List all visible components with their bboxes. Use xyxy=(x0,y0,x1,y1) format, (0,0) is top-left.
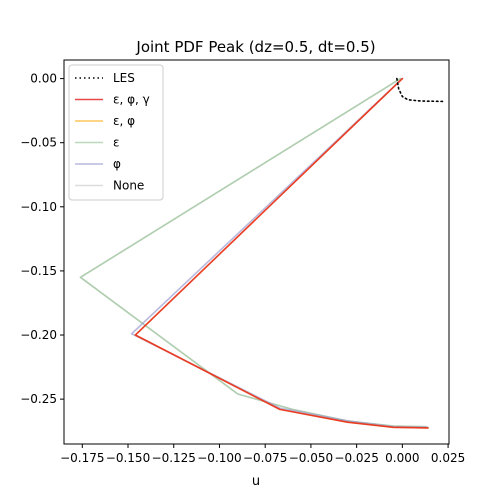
series-line-1 xyxy=(134,77,429,429)
x-tick-label: −0.075 xyxy=(243,451,287,465)
x-tick-label: −0.150 xyxy=(106,451,150,465)
x-tick-label: −0.125 xyxy=(152,451,196,465)
x-tick-label: 0.025 xyxy=(431,451,465,465)
plot-frame xyxy=(63,59,450,445)
series-line-0 xyxy=(396,77,444,103)
x-tick-label: −0.025 xyxy=(334,451,378,465)
series-layer xyxy=(79,77,444,429)
x-tick-label: 0.000 xyxy=(385,451,419,465)
legend-label: LES xyxy=(113,71,135,85)
x-tick-label: −0.100 xyxy=(197,451,241,465)
x-axis-label: u xyxy=(252,474,260,489)
legend-label: φ xyxy=(113,157,121,171)
x-tick-label: −0.050 xyxy=(289,451,333,465)
x-axis-ticks: −0.175 −0.150 −0.125 −0.100 −0.075 −0.050 −0.0… xyxy=(60,444,465,465)
legend: LES ε, φ, γ ε, φ εφ None xyxy=(68,64,164,201)
legend-label: None xyxy=(113,179,144,193)
chart-title: Joint PDF Peak (dz=0.5, dt=0.5) xyxy=(135,38,375,56)
y-tick-label: −0.10 xyxy=(20,200,57,214)
legend-label: ε xyxy=(113,136,120,150)
legend-label: ε, φ, γ xyxy=(113,93,150,107)
y-tick-label: −0.20 xyxy=(20,328,57,342)
y-tick-label: 0.00 xyxy=(30,72,57,86)
x-tick-label: −0.175 xyxy=(60,451,104,465)
y-tick-label: −0.05 xyxy=(20,136,57,150)
y-tick-label: −0.25 xyxy=(20,392,57,406)
y-tick-label: −0.15 xyxy=(20,264,57,278)
legend-label: ε, φ xyxy=(113,114,135,128)
y-axis-ticks: 0.00 −0.05 −0.10 −0.15 −0.20 −0.25 xyxy=(20,72,64,406)
